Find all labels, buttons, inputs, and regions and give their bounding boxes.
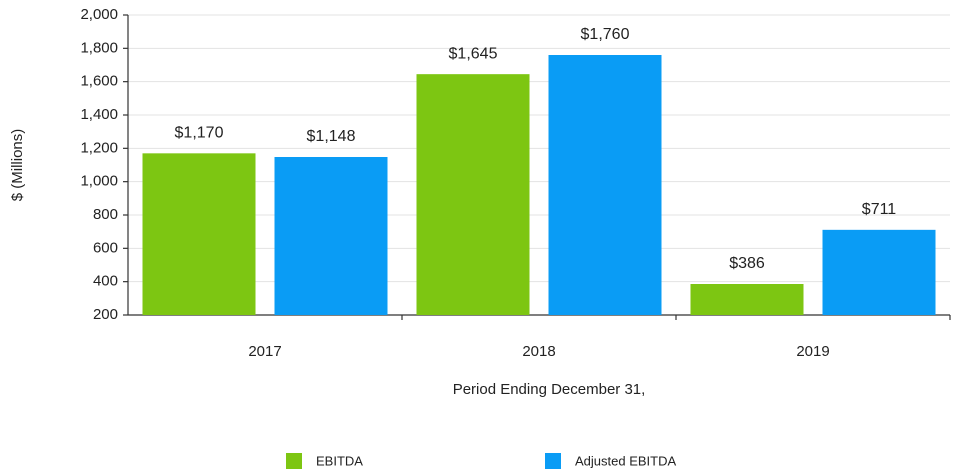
value-label: $1,148 [307, 128, 356, 145]
bar [822, 229, 936, 315]
legend-label: EBITDA [316, 453, 363, 468]
y-tick-label: 800 [93, 206, 118, 223]
y-tick-label: 1,400 [80, 106, 118, 123]
y-tick-label: 1,200 [80, 139, 118, 156]
x-tick-label: 2018 [522, 343, 555, 360]
value-label: $1,760 [581, 26, 630, 43]
y-tick-label: 600 [93, 239, 118, 256]
bar [274, 157, 388, 315]
x-tick-label: 2019 [796, 343, 829, 360]
bar [548, 55, 662, 315]
legend-swatch [286, 453, 302, 469]
value-label: $386 [729, 255, 765, 272]
x-axis-title: Period Ending December 31, [453, 381, 646, 398]
legend-swatch [545, 453, 561, 469]
bar [690, 284, 804, 315]
value-label: $1,170 [175, 125, 224, 142]
y-tick-label: 2,000 [80, 6, 118, 23]
legend-label: Adjusted EBITDA [575, 453, 676, 468]
y-axis-title: $ (Millions) [9, 129, 26, 202]
bar [142, 153, 256, 315]
value-label: $1,645 [449, 45, 498, 62]
y-tick-label: 1,800 [80, 39, 118, 56]
y-tick-label: 200 [93, 306, 118, 323]
x-tick-label: 2017 [248, 343, 281, 360]
y-tick-label: 400 [93, 273, 118, 290]
y-tick-label: 1,000 [80, 173, 118, 190]
bar [416, 74, 530, 316]
y-tick-label: 1,600 [80, 73, 118, 90]
value-label: $711 [862, 201, 897, 218]
